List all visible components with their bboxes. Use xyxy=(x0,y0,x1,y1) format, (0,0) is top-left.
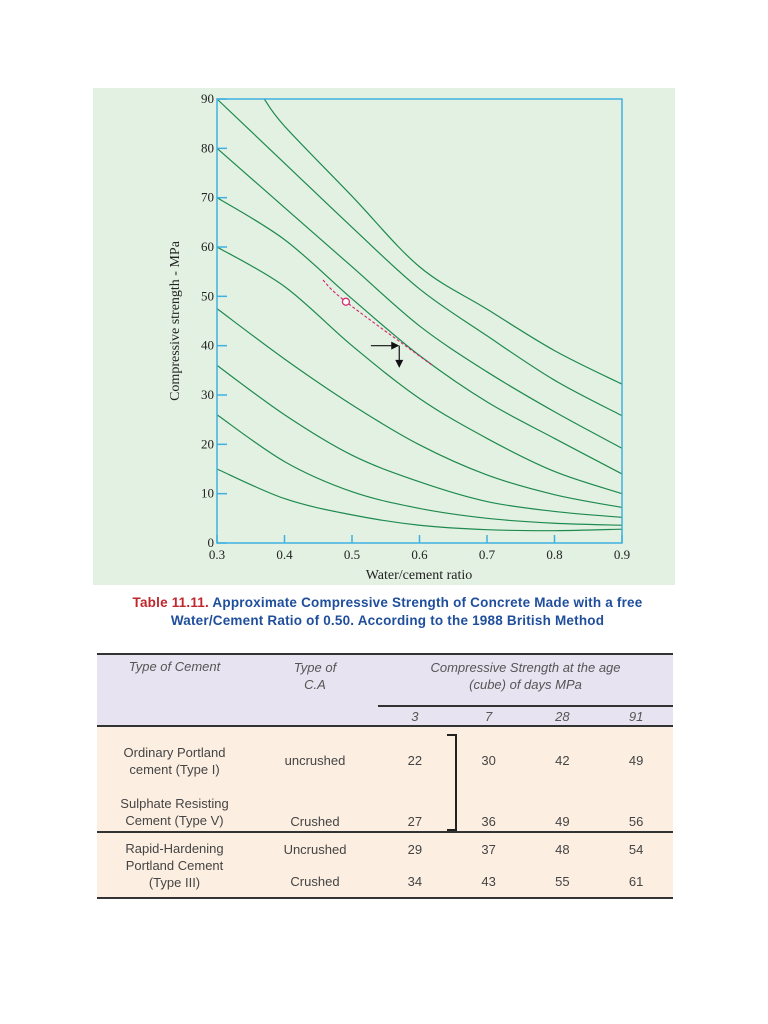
header-age: 7 xyxy=(485,708,493,724)
header-age: 91 xyxy=(628,708,644,724)
chart-svg: 0 10 20 30 40 50 60 70 80 90 0.3 0.4 0.5 0.6 0.7 0.8 0.9… xyxy=(168,91,630,583)
y-tick-label: 40 xyxy=(201,338,214,353)
x-tick-label: 0.6 xyxy=(411,547,428,562)
strength-table: Type of Cement Type of C.A Compressive S… xyxy=(97,653,673,899)
highlight xyxy=(322,279,432,368)
y-tick-label: 30 xyxy=(201,387,214,402)
cell: 49 xyxy=(628,753,644,768)
x-axis-label: Water/cement ratio xyxy=(366,568,473,583)
caption-number: Table 11.11. xyxy=(132,595,209,610)
cell: 61 xyxy=(628,874,644,889)
ca-type: uncrushed xyxy=(284,753,346,768)
cell: 27 xyxy=(407,814,423,829)
cell: 55 xyxy=(555,874,570,889)
strength-curve-1 xyxy=(263,98,623,385)
strength-curve-3 xyxy=(216,147,623,449)
ca-type: Uncrushed xyxy=(283,842,347,857)
curves xyxy=(216,98,623,532)
x-tick-label: 0.8 xyxy=(546,547,562,562)
arrow-down-head-icon xyxy=(395,359,404,368)
header-ca: Type of C.A xyxy=(252,654,378,726)
table-row: Ordinary Portland cement (Type I) uncrus… xyxy=(97,726,673,794)
cell: 37 xyxy=(481,842,496,857)
cell: 49 xyxy=(555,814,570,829)
x-tick-label: 0.3 xyxy=(209,547,225,562)
cement-type: Ordinary Portland cement (Type I) xyxy=(123,744,226,777)
cell: 36 xyxy=(481,814,496,829)
strength-curve-5 xyxy=(216,246,623,495)
cell: 56 xyxy=(628,814,644,829)
header-age: 28 xyxy=(555,708,570,724)
cement-type: Rapid-Hardening Portland Cement (Type II… xyxy=(125,840,224,890)
y-tick-label: 80 xyxy=(201,140,214,155)
header-strength-text: Compressive Strength at the age (cube) o… xyxy=(430,660,621,692)
y-tick-label: 60 xyxy=(201,239,214,254)
axes: 0 10 20 30 40 50 60 70 80 90 0.3 0.4 0.5 0.6 0.7 0.8 0.9 xyxy=(201,91,630,562)
cell: 54 xyxy=(628,842,644,857)
y-tick-label: 10 xyxy=(201,486,214,501)
cement-type: Sulphate Resisting Cement (Type V) xyxy=(120,796,229,828)
highlight-point xyxy=(341,297,351,306)
y-tick-label: 90 xyxy=(201,91,214,106)
strength-curve-7 xyxy=(216,364,623,518)
cell: 29 xyxy=(407,842,423,857)
strength-curve-8 xyxy=(216,414,623,526)
cell: 34 xyxy=(407,874,423,889)
header-strength: Compressive Strength at the age (cube) o… xyxy=(378,654,673,707)
arrow-right-head-icon xyxy=(391,341,400,350)
y-tick-label: 70 xyxy=(201,190,214,205)
y-tick-label: 0 xyxy=(208,535,215,550)
cell: 42 xyxy=(555,753,570,768)
chart: 0 10 20 30 40 50 60 70 80 90 0.3 0.4 0.5 0.6 0.7 0.8 0.9… xyxy=(93,88,675,585)
x-tick-label: 0.4 xyxy=(276,547,293,562)
plot-frame xyxy=(216,98,623,544)
cell: 43 xyxy=(481,874,496,889)
y-tick-label: 20 xyxy=(201,436,214,451)
cell: 48 xyxy=(555,842,570,857)
x-tick-label: 0.5 xyxy=(344,547,360,562)
y-tick-label: 50 xyxy=(201,288,214,303)
y-axis-label: Compressive strength - MPa xyxy=(168,240,183,401)
cell: 30 xyxy=(481,753,496,768)
strength-curve-2 xyxy=(216,98,623,417)
strength-curve-6 xyxy=(216,308,623,509)
caption-text: Approximate Compressive Strength of Conc… xyxy=(170,595,643,628)
header-cement: Type of Cement xyxy=(128,659,221,674)
strength-curve-9 xyxy=(216,468,623,532)
header-ca-text: Type of C.A xyxy=(293,660,337,692)
table-row: Sulphate Resisting Cement (Type V) Crush… xyxy=(97,794,673,832)
ca-type: Crushed xyxy=(290,814,340,829)
ca-type: Crushed xyxy=(290,874,340,889)
header-age: 3 xyxy=(411,708,419,724)
table-caption: Table 11.11. Approximate Compressive Str… xyxy=(95,594,680,630)
x-tick-label: 0.9 xyxy=(614,547,630,562)
strength-curve-4 xyxy=(216,197,623,475)
group-bracket xyxy=(447,734,457,831)
table-row: Rapid-Hardening Portland Cement (Type II… xyxy=(97,832,673,890)
x-tick-label: 0.7 xyxy=(479,547,496,562)
cell: 22 xyxy=(407,753,423,768)
